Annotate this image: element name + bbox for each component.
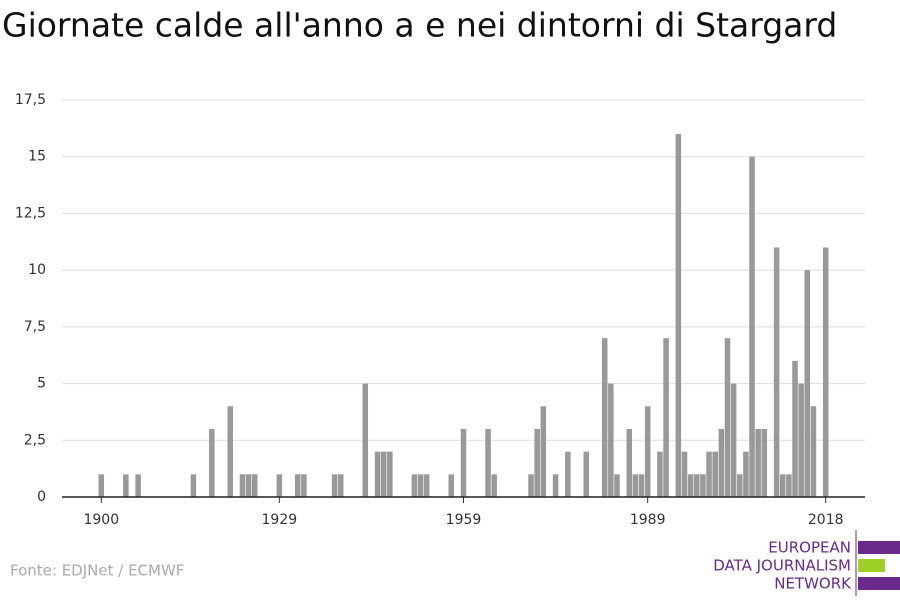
logo-text: DATA JOURNALISM bbox=[713, 557, 851, 575]
bar bbox=[301, 474, 307, 497]
bar bbox=[485, 428, 491, 497]
bar bbox=[700, 474, 706, 497]
bar bbox=[552, 474, 559, 497]
bar bbox=[810, 406, 817, 497]
y-tick-label: 12,5 bbox=[15, 205, 46, 221]
bar bbox=[657, 451, 663, 497]
x-tick-label: 2018 bbox=[808, 512, 844, 528]
bar bbox=[565, 451, 571, 497]
bar bbox=[798, 383, 804, 497]
bar bbox=[245, 474, 252, 497]
y-tick-label: 5 bbox=[37, 376, 46, 392]
bar bbox=[239, 474, 246, 497]
source: Fonte: EDJNet / ECMWF bbox=[10, 562, 184, 580]
y-tick-label: 17,5 bbox=[15, 92, 46, 108]
bar bbox=[644, 406, 651, 497]
bar bbox=[528, 474, 534, 497]
x-tick-label: 1900 bbox=[83, 512, 119, 528]
bar bbox=[730, 383, 737, 497]
bar bbox=[638, 474, 645, 497]
chart-title: Giornate calde all'anno a e nei dintorni… bbox=[2, 6, 837, 45]
bar bbox=[724, 338, 731, 497]
bar bbox=[583, 451, 590, 497]
bar bbox=[601, 338, 608, 497]
y-tick-label: 2,5 bbox=[24, 432, 46, 448]
x-tick-label: 1989 bbox=[630, 512, 666, 528]
bar bbox=[822, 247, 829, 497]
bar bbox=[626, 428, 633, 497]
bar bbox=[460, 428, 467, 497]
bar bbox=[804, 270, 811, 497]
bar bbox=[736, 474, 743, 497]
bar bbox=[786, 474, 792, 497]
bar bbox=[387, 451, 393, 497]
bar bbox=[534, 428, 540, 497]
y-tick-label: 0 bbox=[37, 489, 46, 505]
bar bbox=[252, 474, 258, 497]
bar bbox=[694, 474, 700, 497]
bar bbox=[779, 474, 786, 497]
bar bbox=[761, 428, 768, 497]
bar bbox=[190, 474, 197, 497]
bar bbox=[374, 451, 381, 497]
bar bbox=[294, 474, 301, 497]
bar bbox=[773, 247, 780, 497]
bar bbox=[663, 338, 669, 497]
bar bbox=[743, 451, 749, 497]
bar bbox=[362, 383, 369, 497]
bar bbox=[380, 451, 387, 497]
bar bbox=[448, 474, 454, 497]
bar bbox=[755, 428, 761, 497]
bar bbox=[687, 474, 694, 497]
bar bbox=[712, 451, 718, 497]
bar bbox=[423, 474, 430, 497]
bar bbox=[749, 156, 755, 497]
bar bbox=[614, 474, 620, 497]
bar bbox=[276, 474, 283, 497]
x-tick-label: 1929 bbox=[262, 512, 298, 528]
bar bbox=[706, 451, 712, 497]
bar bbox=[718, 428, 725, 497]
bar bbox=[632, 474, 639, 497]
bar bbox=[681, 451, 688, 497]
logo-text: EUROPEAN bbox=[768, 539, 851, 557]
bar bbox=[123, 474, 129, 497]
logo-bar bbox=[858, 559, 885, 572]
bar bbox=[491, 474, 497, 497]
bar bbox=[98, 474, 105, 497]
bar bbox=[608, 383, 614, 497]
y-tick-label: 15 bbox=[28, 149, 46, 165]
bar bbox=[135, 474, 141, 497]
bar bbox=[227, 406, 233, 497]
bar bbox=[540, 406, 547, 497]
x-tick-label: 1959 bbox=[446, 512, 482, 528]
logo-text: NETWORK bbox=[774, 575, 852, 593]
logo-bar bbox=[858, 577, 900, 590]
y-tick-label: 10 bbox=[28, 262, 46, 278]
bar bbox=[417, 474, 424, 497]
bar bbox=[331, 474, 338, 497]
bar bbox=[792, 360, 798, 497]
bar bbox=[411, 474, 418, 497]
logo-bar bbox=[858, 541, 900, 554]
bar bbox=[337, 474, 344, 497]
bar bbox=[209, 428, 215, 497]
bar bbox=[675, 134, 682, 497]
y-tick-label: 7,5 bbox=[24, 319, 46, 335]
